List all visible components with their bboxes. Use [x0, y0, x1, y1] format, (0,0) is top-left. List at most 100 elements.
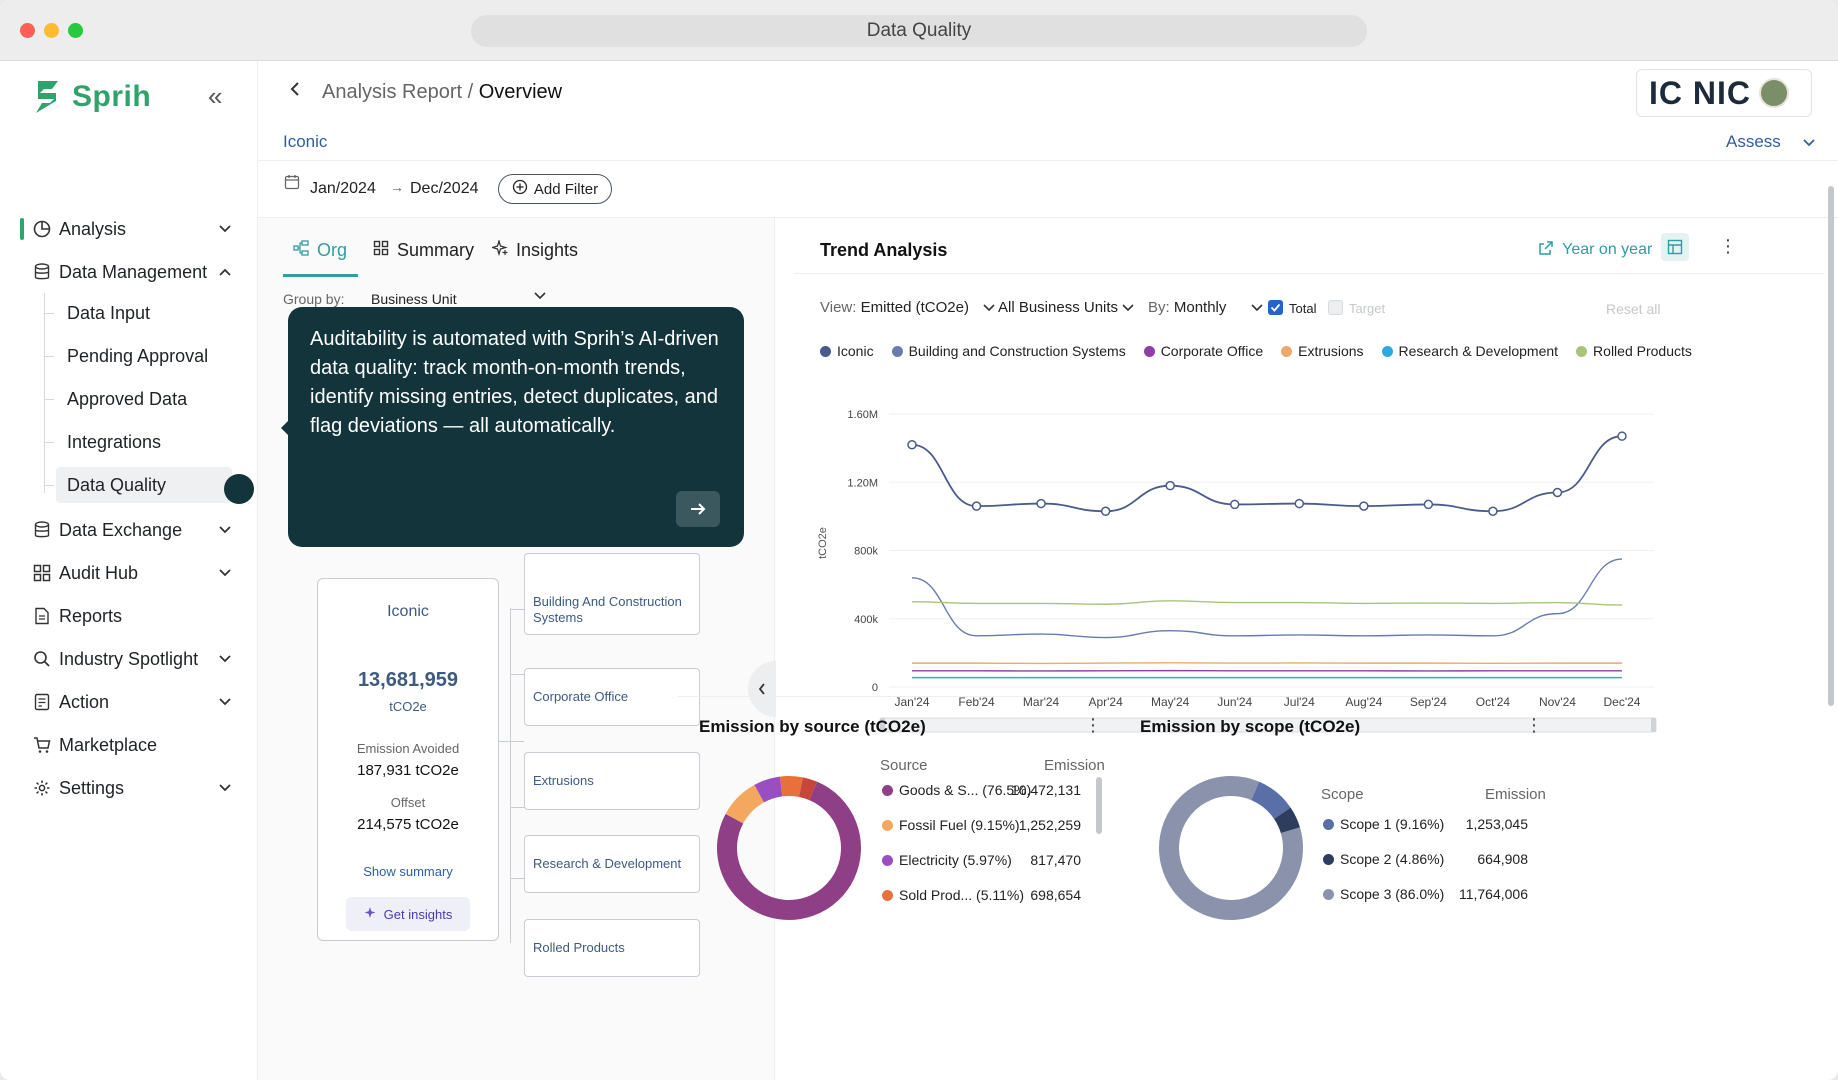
- maximize-window-button[interactable]: [68, 23, 83, 38]
- nav-data-exchange-label: Data Exchange: [59, 519, 183, 540]
- legend-item[interactable]: Rolled Products: [1576, 343, 1692, 359]
- table-view-icon[interactable]: [1661, 233, 1689, 261]
- breadcrumb-parent[interactable]: Analysis Report: [322, 81, 463, 103]
- assess-dropdown[interactable]: Assess: [1726, 132, 1816, 153]
- show-summary-link[interactable]: Show summary: [363, 864, 453, 879]
- legend-row[interactable]: Sold Prod... (5.11%): [882, 887, 1024, 903]
- minimize-window-button[interactable]: [44, 23, 59, 38]
- more-options-icon[interactable]: ⋮: [1084, 715, 1102, 735]
- add-filter-label: Add Filter: [533, 180, 599, 198]
- chevron-down-icon: [218, 651, 232, 667]
- title-bar: Data Quality: [0, 0, 1838, 61]
- onboarding-step-dot[interactable]: [224, 474, 254, 504]
- brand-logo[interactable]: Sprih: [32, 77, 151, 117]
- group-by-select[interactable]: Business Unit: [371, 291, 457, 307]
- legend-item[interactable]: Extrusions: [1281, 343, 1364, 359]
- legend-item[interactable]: Iconic: [820, 343, 874, 359]
- source-col-header: Source: [880, 757, 928, 774]
- legend-row[interactable]: Scope 1 (9.16%): [1323, 816, 1444, 832]
- child-card-rolled-products[interactable]: Rolled Products: [524, 919, 700, 977]
- child-card-corporate-office[interactable]: Corporate Office: [524, 668, 700, 726]
- sub-integrations[interactable]: Integrations: [0, 424, 258, 460]
- nav-action[interactable]: Action: [0, 682, 258, 722]
- sub-pending-approval[interactable]: Pending Approval: [0, 338, 258, 374]
- date-from[interactable]: Jan/2024: [310, 180, 376, 197]
- x-tick-label: Jul'24: [1284, 695, 1315, 709]
- reset-all-button[interactable]: Reset all: [1606, 301, 1661, 317]
- view-select[interactable]: View: Emitted (tCO2e): [820, 299, 995, 316]
- nav-marketplace[interactable]: Marketplace: [0, 725, 258, 765]
- legend-dot: [1381, 345, 1393, 357]
- page-scrollbar[interactable]: [1828, 186, 1834, 706]
- target-checkbox[interactable]: [1328, 300, 1343, 315]
- nav-data-exchange[interactable]: Data Exchange: [0, 510, 258, 550]
- nav-data-management[interactable]: Data Management: [0, 252, 258, 292]
- nav-audit-hub[interactable]: Audit Hub: [0, 553, 258, 593]
- org-root-card[interactable]: Iconic 13,681,959 tCO2e Emission Avoided…: [317, 578, 499, 941]
- more-options-icon[interactable]: ⋮: [1525, 715, 1543, 735]
- child-card-research[interactable]: Research & Development: [524, 835, 700, 893]
- nav-industry-spotlight[interactable]: Industry Spotlight: [0, 639, 258, 679]
- total-checkbox[interactable]: [1268, 300, 1283, 315]
- legend-row[interactable]: Scope 2 (4.86%): [1323, 851, 1444, 867]
- tab-org[interactable]: Org: [293, 240, 347, 261]
- divider: [258, 217, 1838, 218]
- sub-data-input[interactable]: Data Input: [0, 295, 258, 331]
- legend-value: 1,253,045: [1465, 816, 1528, 832]
- data-point: [1488, 506, 1498, 517]
- child-card-building[interactable]: Building And Construction Systems: [524, 553, 700, 635]
- collapse-sidebar-icon[interactable]: «: [208, 81, 223, 111]
- avatar[interactable]: [1759, 78, 1789, 108]
- legend-row[interactable]: Scope 3 (86.0%): [1323, 886, 1444, 902]
- nav-analysis[interactable]: Analysis: [0, 209, 258, 249]
- main-content: Analysis Report / Overview IC NIC Iconic…: [258, 61, 1838, 1080]
- tab-insights[interactable]: Insights: [490, 238, 578, 261]
- nav-analysis-label: Analysis: [59, 218, 127, 239]
- sub-pending-approval-label: Pending Approval: [67, 345, 209, 366]
- list-scrollbar[interactable]: [1096, 777, 1102, 834]
- tooltip-next-button[interactable]: [676, 491, 720, 527]
- add-filter-button[interactable]: Add Filter: [498, 174, 612, 204]
- calendar-icon[interactable]: [284, 174, 300, 195]
- get-insights-button[interactable]: Get insights: [346, 897, 470, 931]
- chart-legend: Iconic Building and Construction Systems C…: [820, 343, 1692, 359]
- donut-slice: [717, 781, 861, 920]
- back-arrow-icon[interactable]: [288, 79, 302, 105]
- sparkle-icon: [490, 238, 508, 261]
- client-brand-box[interactable]: IC NIC: [1636, 69, 1812, 117]
- tree-connector: [499, 741, 524, 742]
- tree-connector: [510, 609, 524, 610]
- org-card-avoided-value: 187,931 tCO2e: [357, 762, 459, 779]
- chevron-down-icon[interactable]: [533, 290, 547, 304]
- sidebar: Sprih « Analysis Data Management Data In…: [0, 61, 258, 1080]
- legend-item[interactable]: Building and Construction Systems: [891, 343, 1126, 359]
- nav-reports[interactable]: Reports: [0, 596, 258, 636]
- nav-audit-hub-label: Audit Hub: [59, 562, 139, 583]
- business-units-select[interactable]: All Business Units: [998, 299, 1134, 316]
- legend-item[interactable]: Research & Development: [1381, 343, 1558, 359]
- sub-approved-data[interactable]: Approved Data: [0, 381, 258, 417]
- data-point: [971, 501, 982, 511]
- chevron-down-icon: [983, 299, 995, 316]
- legend-item[interactable]: Corporate Office: [1143, 343, 1263, 359]
- legend-row[interactable]: Goods & S... (76.5%): [882, 782, 1031, 798]
- org-card-offset-value: 214,575 tCO2e: [357, 816, 459, 833]
- org-name[interactable]: Iconic: [283, 132, 328, 151]
- legend-row[interactable]: Fossil Fuel (9.15%): [882, 817, 1020, 833]
- legend-value: 1,252,259: [1018, 817, 1081, 833]
- range-handle-right: [1651, 718, 1656, 732]
- year-on-year-link[interactable]: Year on year: [1538, 240, 1652, 261]
- nav-industry-spotlight-label: Industry Spotlight: [59, 648, 199, 669]
- child-card-extrusions[interactable]: Extrusions: [524, 752, 700, 810]
- donut-slice: [798, 777, 818, 801]
- nav-settings[interactable]: Settings: [0, 768, 258, 808]
- more-options-icon[interactable]: ⋮: [1719, 236, 1737, 256]
- legend-row[interactable]: Electricity (5.97%): [882, 852, 1012, 868]
- sub-data-quality[interactable]: Data Quality: [0, 467, 258, 503]
- by-select[interactable]: By: Monthly: [1148, 299, 1263, 316]
- date-to[interactable]: Dec/2024: [410, 180, 479, 197]
- series-line: [911, 558, 1623, 639]
- tab-summary[interactable]: Summary: [373, 240, 474, 261]
- x-tick-label: Dec'24: [1604, 695, 1641, 709]
- close-window-button[interactable]: [20, 23, 35, 38]
